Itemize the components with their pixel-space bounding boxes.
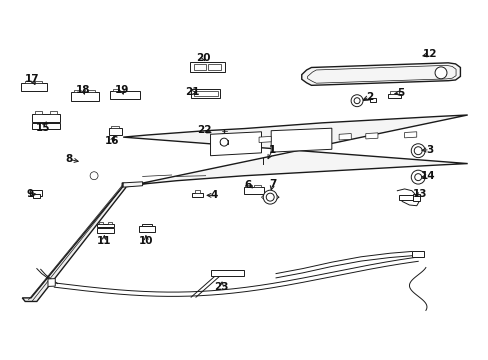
Circle shape <box>90 172 98 180</box>
Polygon shape <box>192 193 203 197</box>
Polygon shape <box>271 128 331 152</box>
Polygon shape <box>107 222 111 224</box>
Text: 17: 17 <box>24 74 39 84</box>
Polygon shape <box>33 194 40 198</box>
Text: 7: 7 <box>268 179 276 189</box>
Polygon shape <box>210 132 261 156</box>
Text: 10: 10 <box>139 237 153 247</box>
Text: 6: 6 <box>244 180 251 190</box>
Polygon shape <box>387 94 400 98</box>
Polygon shape <box>338 134 350 140</box>
Text: 3: 3 <box>426 145 432 155</box>
Polygon shape <box>50 111 57 114</box>
Polygon shape <box>21 83 46 91</box>
Text: 8: 8 <box>65 154 72 164</box>
Text: 13: 13 <box>412 189 427 199</box>
Polygon shape <box>307 65 455 83</box>
Polygon shape <box>254 185 261 187</box>
Polygon shape <box>301 63 460 85</box>
Polygon shape <box>35 81 41 83</box>
Text: 19: 19 <box>115 85 129 95</box>
Circle shape <box>413 147 421 155</box>
Polygon shape <box>123 115 467 187</box>
Text: 18: 18 <box>76 85 90 95</box>
Text: 9: 9 <box>26 189 34 199</box>
Polygon shape <box>412 194 419 201</box>
Polygon shape <box>71 93 99 101</box>
Polygon shape <box>30 190 41 196</box>
Polygon shape <box>244 187 264 194</box>
Text: 16: 16 <box>105 136 120 146</box>
Polygon shape <box>32 114 60 122</box>
Polygon shape <box>123 182 142 187</box>
Circle shape <box>220 138 227 146</box>
Polygon shape <box>108 128 122 135</box>
Text: 12: 12 <box>422 49 436 59</box>
Text: 5: 5 <box>396 88 404 98</box>
Polygon shape <box>112 89 119 91</box>
Polygon shape <box>245 185 252 187</box>
Circle shape <box>410 170 424 184</box>
Polygon shape <box>109 91 140 99</box>
Circle shape <box>410 144 424 158</box>
Polygon shape <box>190 62 224 72</box>
Circle shape <box>353 98 359 104</box>
Polygon shape <box>191 89 220 98</box>
Polygon shape <box>96 224 114 227</box>
Polygon shape <box>220 140 227 144</box>
Text: 2: 2 <box>366 92 372 102</box>
Polygon shape <box>48 279 55 287</box>
Polygon shape <box>99 222 102 224</box>
Polygon shape <box>32 123 60 129</box>
Polygon shape <box>88 90 95 93</box>
Polygon shape <box>139 226 154 232</box>
Polygon shape <box>195 190 200 193</box>
Text: 15: 15 <box>36 123 50 133</box>
Text: 14: 14 <box>420 171 434 181</box>
Circle shape <box>263 190 277 204</box>
Polygon shape <box>365 133 377 139</box>
Polygon shape <box>74 90 81 93</box>
Text: 11: 11 <box>96 237 111 247</box>
Text: 21: 21 <box>184 87 199 98</box>
Text: 20: 20 <box>196 53 210 63</box>
Polygon shape <box>193 91 217 96</box>
Polygon shape <box>25 81 32 83</box>
Circle shape <box>434 67 446 79</box>
Polygon shape <box>193 64 205 70</box>
Polygon shape <box>142 224 152 226</box>
Circle shape <box>414 174 421 181</box>
Polygon shape <box>369 98 376 102</box>
Circle shape <box>350 95 362 107</box>
Polygon shape <box>208 64 221 70</box>
Polygon shape <box>259 136 271 143</box>
Polygon shape <box>411 251 423 257</box>
Text: 23: 23 <box>214 282 228 292</box>
Polygon shape <box>22 183 125 301</box>
Text: 1: 1 <box>268 145 276 155</box>
Text: 22: 22 <box>197 125 211 135</box>
Circle shape <box>265 193 274 201</box>
Polygon shape <box>389 91 398 94</box>
Polygon shape <box>404 132 416 138</box>
Polygon shape <box>398 195 413 200</box>
Polygon shape <box>96 228 114 233</box>
Text: 4: 4 <box>210 190 218 201</box>
Polygon shape <box>35 111 41 114</box>
Polygon shape <box>111 126 119 128</box>
Polygon shape <box>210 270 244 276</box>
